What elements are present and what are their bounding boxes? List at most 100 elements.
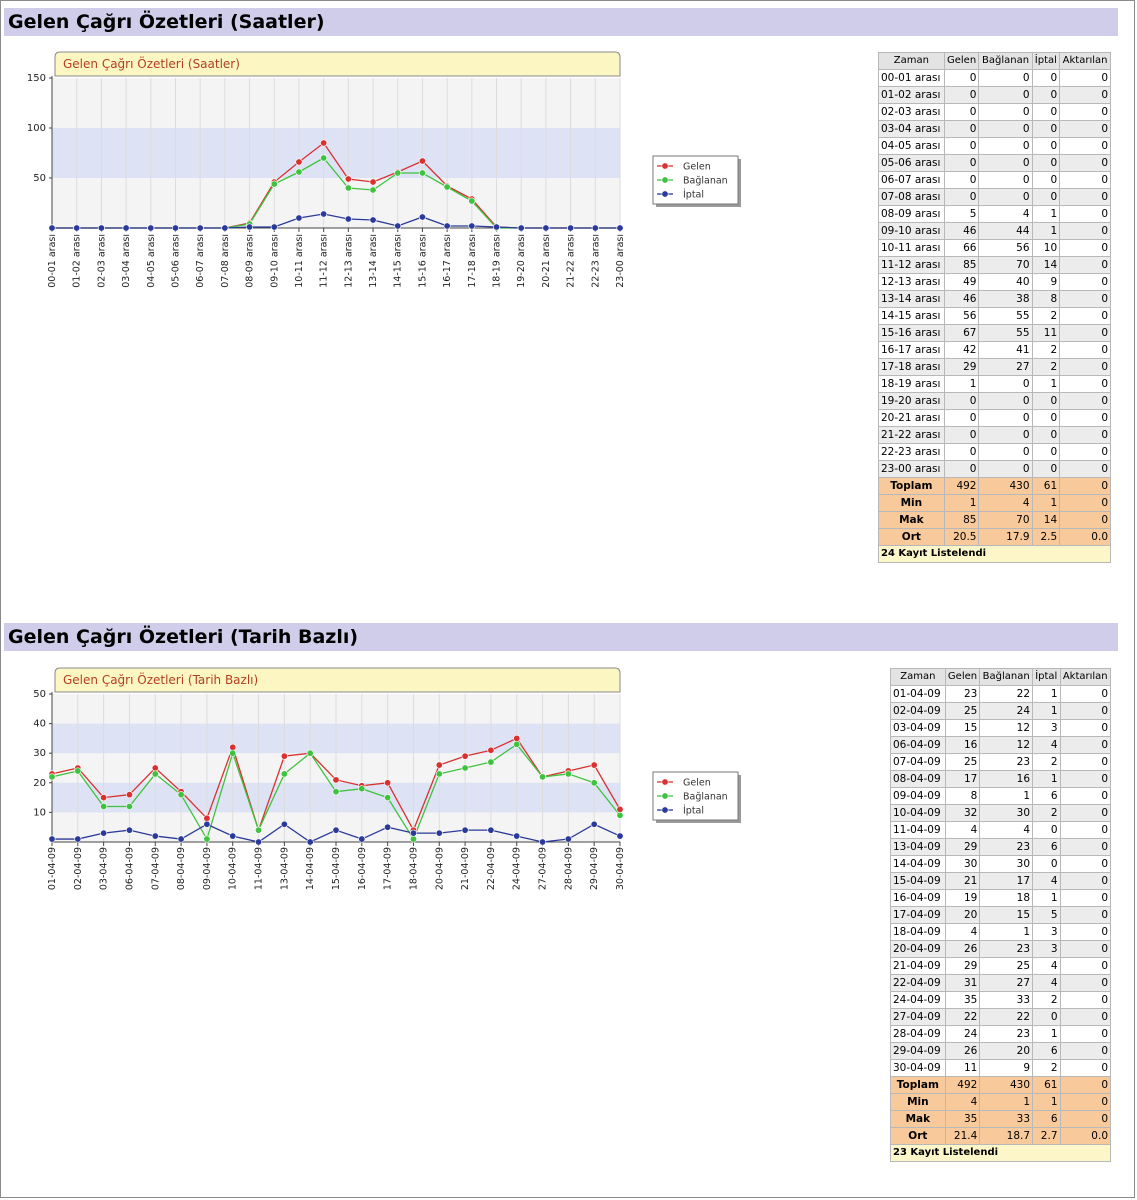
data-point [246, 223, 254, 231]
data-point [590, 779, 598, 787]
data-point [151, 770, 159, 778]
summary-value-cell: 430 [978, 477, 1033, 495]
summary-value-cell: 20.5 [943, 528, 980, 546]
x-tick-label: 20-21 arası [541, 234, 552, 288]
value-cell: 0 [1059, 341, 1111, 359]
data-point [369, 178, 377, 186]
row-label-cell: 17-18 arası [878, 358, 945, 376]
summary-value-cell: 0.0 [1059, 528, 1111, 546]
data-point [171, 224, 179, 232]
value-cell: 66 [943, 239, 980, 257]
date-chart: Gelen Çağrı Özetleri (Tarih Bazlı) 50 40 30… [33, 667, 741, 890]
value-cell: 0 [943, 392, 980, 410]
row-label-cell: 00-01 arası [878, 69, 945, 87]
table-row: 15-16 arası 67 55 11 0 [878, 324, 1111, 342]
value-cell: 11 [1031, 324, 1061, 342]
summary-value-cell: 2.5 [1031, 528, 1061, 546]
row-label-cell: 21-04-09 [890, 957, 946, 975]
column-header: Zaman [878, 52, 945, 70]
value-cell: 49 [943, 273, 980, 291]
summary-value-cell: 35 [944, 1110, 981, 1128]
row-label-cell: 11-04-09 [890, 821, 946, 839]
value-cell: 18 [979, 889, 1034, 907]
value-cell: 0 [1059, 838, 1111, 856]
value-cell: 40 [978, 273, 1033, 291]
row-label-cell: 14-15 arası [878, 307, 945, 325]
row-label-cell: 09-10 arası [878, 222, 945, 240]
table-row: 22-23 arası 0 0 0 0 [878, 443, 1111, 461]
value-cell: 0 [1059, 1008, 1111, 1026]
table-row: 01-04-09 23 22 1 0 [890, 685, 1111, 703]
column-header: İptal [1032, 668, 1061, 686]
x-tick-label: 10-11 arası [294, 234, 305, 288]
summary-label-cell: Min [878, 494, 945, 512]
value-cell: 0 [1059, 443, 1111, 461]
summary-value-cell: 0.0 [1059, 1127, 1111, 1145]
summary-value-cell: 17.9 [978, 528, 1033, 546]
summary-label-cell: Mak [890, 1110, 946, 1128]
value-cell: 0 [1059, 1025, 1111, 1043]
row-label-cell: 14-04-09 [890, 855, 946, 873]
value-cell: 23 [979, 838, 1034, 856]
value-cell: 24 [944, 1025, 981, 1043]
data-point [468, 222, 476, 230]
table-row: 04-05 arası 0 0 0 0 [878, 137, 1111, 155]
table-row: 17-18 arası 29 27 2 0 [878, 358, 1111, 376]
value-cell: 0 [978, 188, 1033, 206]
section-header-hourly: Gelen Çağrı Özetleri (Saatler) [4, 8, 1118, 36]
value-cell: 0 [978, 154, 1033, 172]
table-row: 23-00 arası 0 0 0 0 [878, 460, 1111, 478]
value-cell: 0 [1059, 753, 1111, 771]
data-point [517, 224, 525, 232]
data-point [384, 823, 392, 831]
x-tick-label: 10-04-09 [228, 847, 239, 890]
value-cell: 0 [1031, 120, 1061, 138]
summary-value-cell: 61 [1032, 1076, 1061, 1094]
value-cell: 1 [1031, 375, 1061, 393]
x-tick-label: 30-04-09 [615, 847, 626, 890]
table-row: 09-04-09 8 1 6 0 [890, 787, 1111, 805]
summary-value-cell: 0 [1059, 1110, 1111, 1128]
data-point [125, 791, 133, 799]
data-point [196, 224, 204, 232]
value-cell: 22 [979, 685, 1034, 703]
value-cell: 2 [1032, 753, 1061, 771]
value-cell: 0 [1031, 137, 1061, 155]
x-tick-label: 14-04-09 [305, 847, 316, 890]
value-cell: 9 [1031, 273, 1061, 291]
value-cell: 38 [978, 290, 1033, 308]
table-row: 20-04-09 26 23 3 0 [890, 940, 1111, 958]
value-cell: 0 [1059, 120, 1111, 138]
data-point [542, 224, 550, 232]
x-tick-label: 02-03 arası [96, 234, 107, 288]
row-label-cell: 27-04-09 [890, 1008, 946, 1026]
value-cell: 0 [943, 426, 980, 444]
table-row: 22-04-09 31 27 4 0 [890, 974, 1111, 992]
table-row: 10-04-09 32 30 2 0 [890, 804, 1111, 822]
legend-label: Bağlanan [683, 792, 728, 803]
data-point [394, 222, 402, 230]
summary-value-cell: 0 [1059, 511, 1111, 529]
value-cell: 4 [944, 923, 981, 941]
data-point [418, 169, 426, 177]
row-label-cell: 12-13 arası [878, 273, 945, 291]
summary-value-cell: 4 [978, 494, 1033, 512]
table-row: 18-19 arası 1 0 1 0 [878, 375, 1111, 393]
value-cell: 1 [1031, 205, 1061, 223]
summary-value-cell: 0 [1059, 1076, 1111, 1094]
value-cell: 1 [943, 375, 980, 393]
x-tick-label: 18-04-09 [408, 847, 419, 890]
value-cell: 0 [943, 120, 980, 138]
y-tick-label: 50 [33, 173, 46, 184]
table-row: 13-14 arası 46 38 8 0 [878, 290, 1111, 308]
value-cell: 2 [1032, 991, 1061, 1009]
table-row: 10-11 arası 66 56 10 0 [878, 239, 1111, 257]
summary-value-cell: 2.7 [1032, 1127, 1061, 1145]
value-cell: 0 [943, 86, 980, 104]
x-tick-label: 19-20 arası [516, 234, 527, 288]
summary-value-cell: 430 [979, 1076, 1034, 1094]
summary-row: Toplam 492 430 61 0 [878, 477, 1111, 495]
value-cell: 0 [1059, 804, 1111, 822]
value-cell: 0 [978, 171, 1033, 189]
x-tick-label: 06-04-09 [124, 847, 135, 890]
